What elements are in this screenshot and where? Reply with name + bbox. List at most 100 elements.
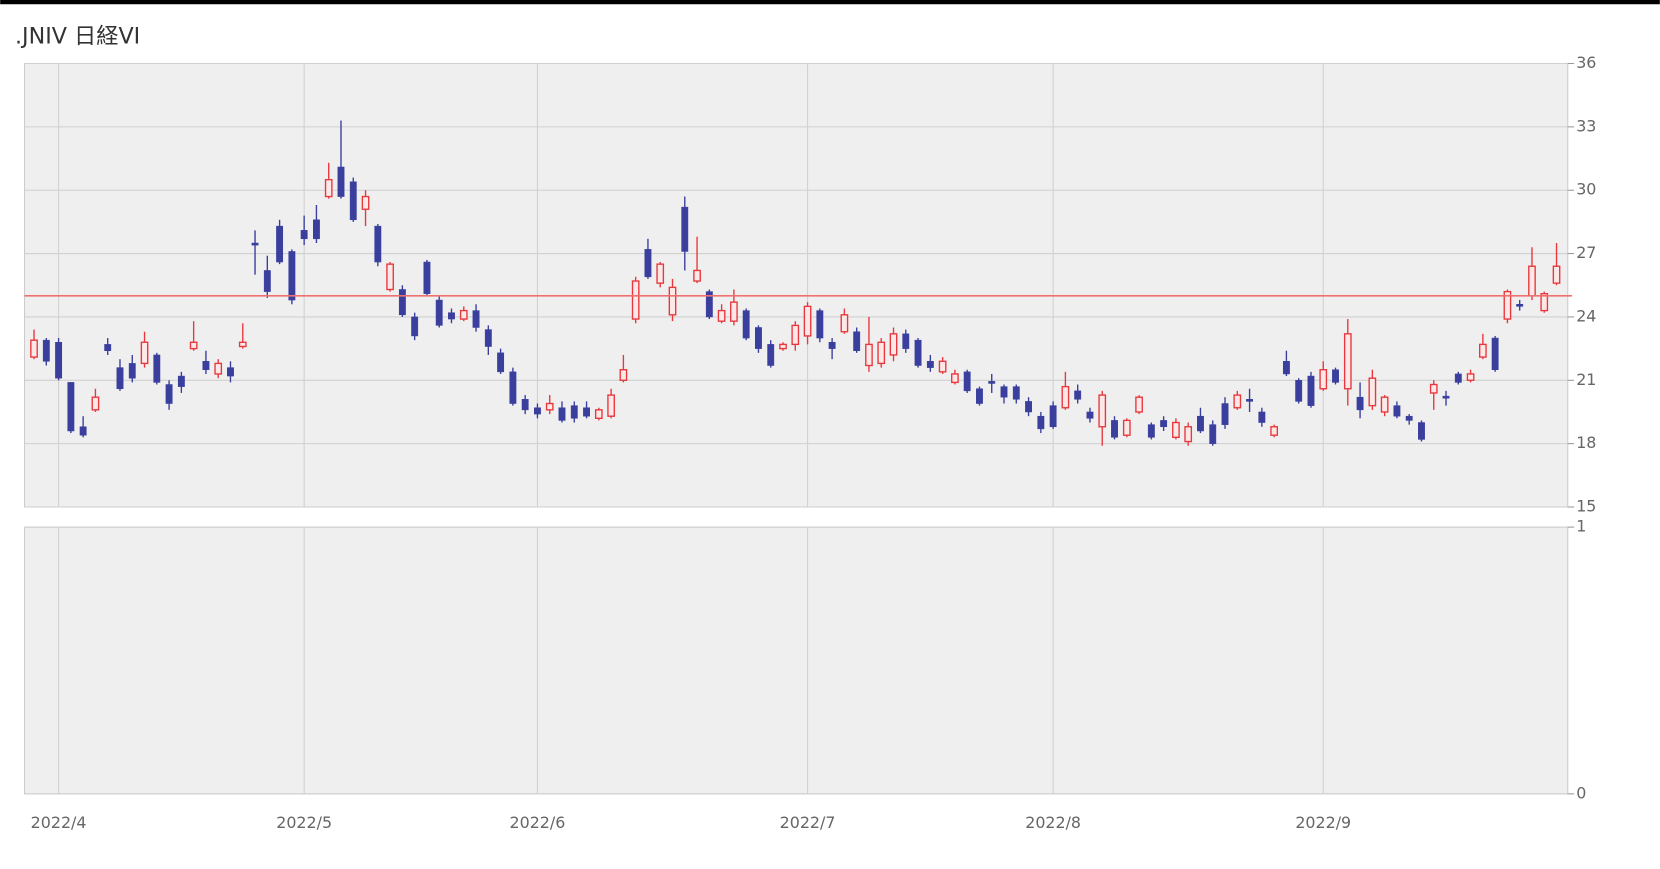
candle-body bbox=[484, 329, 492, 347]
candle-body bbox=[840, 314, 849, 333]
candle-body bbox=[1086, 411, 1094, 419]
candle-body bbox=[1552, 265, 1561, 284]
candle-body bbox=[1074, 390, 1082, 400]
candle-body bbox=[472, 310, 480, 328]
candle-body bbox=[1147, 424, 1155, 438]
candle-body bbox=[104, 344, 112, 351]
candle-body bbox=[717, 309, 726, 322]
candle-body bbox=[1368, 377, 1377, 407]
candle-body bbox=[1025, 401, 1033, 413]
candle-body bbox=[1111, 420, 1118, 438]
candle-body bbox=[1233, 394, 1242, 409]
candle-body bbox=[1049, 405, 1057, 428]
candle-body bbox=[1307, 375, 1315, 406]
candle-body bbox=[938, 360, 947, 373]
candle-body bbox=[509, 371, 517, 404]
candle-body bbox=[545, 402, 554, 411]
candle-body bbox=[91, 396, 100, 411]
y-tick-label: 30 bbox=[1576, 180, 1596, 199]
candle-body bbox=[153, 354, 161, 383]
candle-body bbox=[988, 381, 996, 384]
candle-body bbox=[730, 301, 738, 322]
candle-body bbox=[668, 286, 677, 316]
candle-body bbox=[140, 341, 149, 365]
candle-body bbox=[1197, 415, 1204, 432]
candle-body bbox=[583, 407, 590, 417]
candle-body bbox=[976, 388, 983, 404]
candle-body bbox=[238, 341, 247, 348]
candle-body bbox=[1258, 411, 1266, 423]
candle-body bbox=[521, 399, 529, 411]
candle-body bbox=[1221, 403, 1229, 425]
y-tick-label: 21 bbox=[1576, 370, 1596, 389]
candle-body bbox=[448, 312, 455, 320]
candle-body bbox=[1429, 383, 1438, 394]
y-tick-label: 15 bbox=[1576, 497, 1596, 516]
chart-title: .JNIV 日経VI bbox=[15, 24, 140, 50]
candle-body bbox=[1098, 394, 1107, 428]
candle-body bbox=[570, 405, 578, 419]
y-tick-label: 27 bbox=[1576, 243, 1596, 262]
candle-body bbox=[214, 362, 223, 375]
candle-body bbox=[55, 342, 63, 379]
candle-body bbox=[1000, 386, 1008, 398]
candle-body bbox=[67, 382, 75, 432]
candle-body bbox=[79, 426, 87, 436]
candle-body bbox=[128, 363, 136, 379]
candle-body bbox=[902, 333, 910, 349]
candle-body bbox=[374, 225, 382, 263]
candle-body bbox=[1466, 373, 1475, 381]
candle-body bbox=[251, 242, 259, 246]
candle-body bbox=[1503, 290, 1512, 320]
candle-body bbox=[1343, 333, 1352, 390]
candle-body bbox=[1282, 361, 1290, 375]
candle-body bbox=[497, 352, 505, 373]
candle-body bbox=[1405, 415, 1413, 421]
x-tick-label: 2022/5 bbox=[276, 813, 332, 832]
candle-body bbox=[963, 371, 971, 392]
candle-body bbox=[742, 310, 750, 339]
candle-body bbox=[755, 327, 762, 349]
candle-body bbox=[263, 270, 271, 292]
candle-body bbox=[1172, 421, 1180, 439]
candle-body bbox=[1516, 303, 1524, 307]
candle-body bbox=[828, 342, 836, 349]
candle-body bbox=[951, 373, 959, 384]
y-tick-label: 33 bbox=[1576, 116, 1596, 135]
candle-body bbox=[165, 384, 173, 404]
candle-body bbox=[411, 316, 419, 337]
candle-body bbox=[1356, 396, 1364, 411]
candle-body bbox=[435, 299, 443, 326]
candle-body bbox=[1491, 337, 1499, 370]
lower-panel bbox=[23, 526, 1569, 795]
candle-body bbox=[926, 361, 934, 368]
candle-body bbox=[398, 289, 406, 316]
candle-body bbox=[779, 343, 787, 350]
candle-body bbox=[1122, 419, 1131, 436]
candle-body bbox=[1319, 369, 1328, 390]
candle-body bbox=[1160, 420, 1168, 428]
candle-body bbox=[607, 394, 615, 417]
candle-body bbox=[30, 339, 38, 358]
candle-body bbox=[459, 309, 468, 320]
candle-body bbox=[681, 206, 689, 252]
candle-body bbox=[42, 339, 50, 362]
candle-body bbox=[1380, 396, 1389, 413]
candle-body bbox=[189, 341, 198, 350]
candle-body bbox=[1012, 386, 1020, 400]
candle-body bbox=[1135, 396, 1143, 413]
y-tick-label: 36 bbox=[1576, 53, 1596, 72]
candle-body bbox=[877, 341, 886, 365]
candle-body bbox=[803, 305, 812, 337]
candle-body bbox=[349, 181, 357, 221]
candle-body bbox=[1442, 395, 1450, 399]
y-tick-label: 0 bbox=[1576, 783, 1586, 802]
y-tick-label: 1 bbox=[1576, 517, 1586, 536]
candle-body bbox=[1037, 415, 1045, 430]
candle-body bbox=[227, 367, 234, 377]
candle-body bbox=[1061, 385, 1070, 409]
y-tick-label: 24 bbox=[1576, 306, 1596, 325]
candle-body bbox=[1478, 343, 1487, 358]
candle-body bbox=[534, 407, 541, 415]
candle-body bbox=[705, 291, 713, 318]
